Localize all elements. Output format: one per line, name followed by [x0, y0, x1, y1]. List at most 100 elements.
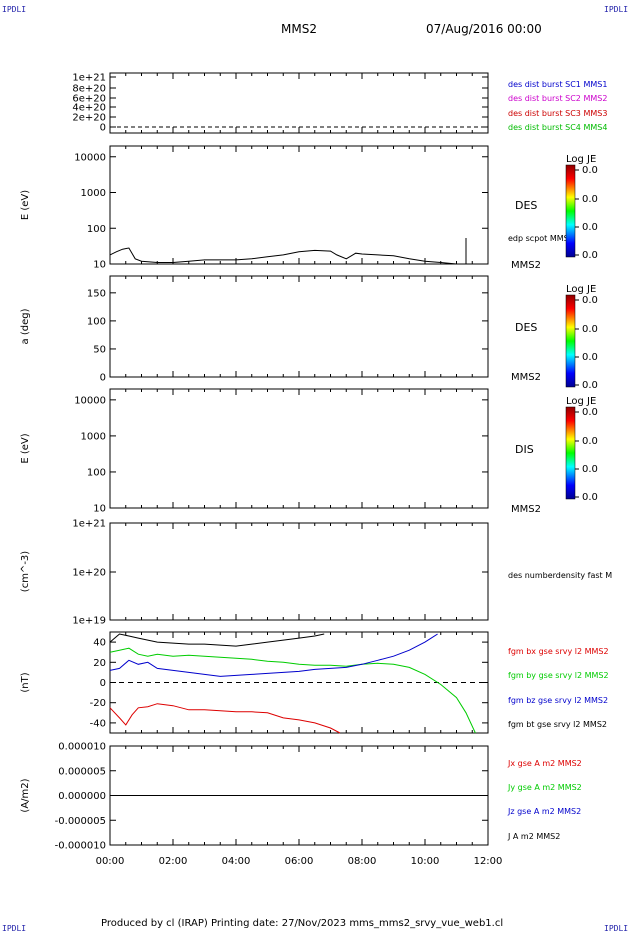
panel-frame-1 — [109, 145, 489, 265]
footer-credit: Produced by cl (IRAP) Printing date: 27/… — [101, 918, 504, 929]
legend-entry: fgm bz gse srvy l2 MMS2 — [508, 696, 608, 705]
legend-entry: fgm bx gse srvy l2 MMS2 — [508, 647, 609, 656]
legend-entry: Jx gse A m2 MMS2 — [507, 759, 582, 768]
colorbar-tick-label: 0.0 — [582, 464, 598, 475]
y-axis-label: (A/m2) — [20, 778, 31, 812]
y-tick-label: 10 — [93, 504, 106, 515]
probe-label: MMS2 — [511, 260, 541, 271]
x-tick-label: 04:00 — [222, 856, 251, 867]
colorbar-tick-label: 0.0 — [582, 250, 598, 261]
legend-entry: des dist burst SC2 MMS2 — [508, 94, 607, 103]
y-tick-label: 1e+19 — [72, 616, 106, 627]
y-tick-label: 8e+20 — [72, 84, 106, 95]
y-tick-label: 100 — [87, 316, 106, 327]
corner-mark-top-left: IPDLI — [2, 5, 27, 14]
y-tick-label: 6e+20 — [72, 94, 106, 105]
panel-frame-3 — [109, 388, 489, 509]
legend-entry: des numberdensity fast M — [508, 571, 612, 580]
overlay-label: edp scpot MMS2 — [508, 234, 574, 243]
colorbar-tick-label: 0.0 — [582, 407, 598, 418]
corner-mark-bottom-right: IPDLI — [604, 924, 629, 933]
y-tick-label: 4e+20 — [72, 103, 106, 114]
x-tick-label: 10:00 — [411, 856, 440, 867]
datetime-title: 07/Aug/2016 00:00 — [426, 22, 542, 36]
legend-entry: des dist burst SC3 MMS3 — [508, 109, 607, 118]
scpot-line — [109, 247, 457, 265]
y-tick-label: 0.000010 — [58, 742, 106, 753]
colorbar — [565, 406, 576, 500]
panel-frame-4 — [109, 522, 489, 621]
y-tick-label: 1000 — [81, 188, 106, 199]
colorbar-tick-label: 0.0 — [582, 492, 598, 503]
colorbar-title: Log JE — [566, 154, 596, 165]
colorbar — [565, 294, 576, 388]
y-tick-label: 0 — [100, 678, 106, 689]
colorbar-tick-label: 0.0 — [582, 194, 598, 205]
series-line — [109, 633, 438, 677]
x-tick-label: 12:00 — [474, 856, 503, 867]
probe-label: MMS2 — [511, 372, 541, 383]
legend-entry: J A m2 MMS2 — [507, 832, 560, 841]
panel-frame-2 — [109, 275, 489, 378]
colorbar-tick-label: 0.0 — [582, 165, 598, 176]
y-tick-label: -40 — [90, 718, 106, 729]
x-tick-label: 02:00 — [159, 856, 188, 867]
colorbar-tick-label: 0.0 — [582, 436, 598, 447]
colorbar-tick-label: 0.0 — [582, 222, 598, 233]
series-line — [109, 647, 476, 734]
y-tick-label: 150 — [87, 288, 106, 299]
y-axis-label: a (deg) — [20, 308, 31, 344]
y-tick-label: 100 — [87, 224, 106, 235]
legend-entry: Jy gse A m2 MMS2 — [507, 783, 582, 792]
y-tick-label: 10000 — [74, 152, 106, 163]
y-tick-label: 40 — [93, 638, 106, 649]
instrument-label: DES — [515, 321, 537, 334]
y-tick-label: -0.000005 — [55, 816, 106, 827]
y-axis-label: (nT) — [20, 672, 31, 692]
y-tick-label: 50 — [93, 344, 106, 355]
corner-mark-top-right: IPDLI — [604, 5, 629, 14]
y-axis-label: (cm^-3) — [20, 551, 31, 592]
y-tick-label: -20 — [90, 698, 106, 709]
y-tick-label: 20 — [93, 658, 106, 669]
y-tick-label: 0.000005 — [58, 766, 106, 777]
panel-frame-0 — [109, 72, 489, 134]
y-axis-label: E (eV) — [20, 433, 31, 463]
spacecraft-title: MMS2 — [281, 22, 317, 36]
series-line — [109, 633, 325, 647]
colorbar-title: Log JE — [566, 396, 596, 407]
y-tick-label: 100 — [87, 467, 106, 478]
series-line — [109, 703, 341, 734]
y-tick-label: -0.000010 — [55, 841, 106, 852]
y-tick-label: 10 — [93, 260, 106, 271]
legend-entry: Jz gse A m2 MMS2 — [507, 807, 581, 816]
instrument-label: DES — [515, 199, 537, 212]
probe-label: MMS2 — [511, 504, 541, 515]
legend-entry: fgm by gse srvy l2 MMS2 — [508, 671, 609, 680]
y-tick-label: 1000 — [81, 431, 106, 442]
x-tick-label: 08:00 — [348, 856, 377, 867]
y-tick-label: 0 — [100, 123, 106, 134]
colorbar — [565, 164, 576, 258]
y-tick-label: 0.000000 — [58, 791, 106, 802]
x-tick-label: 00:00 — [96, 856, 125, 867]
colorbar-title: Log JE — [566, 284, 596, 295]
colorbar-tick-label: 0.0 — [582, 295, 598, 306]
colorbar-tick-label: 0.0 — [582, 324, 598, 335]
colorbar-tick-label: 0.0 — [582, 380, 598, 391]
legend-entry: des dist burst SC1 MMS1 — [508, 80, 607, 89]
legend-entry: des dist burst SC4 MMS4 — [508, 123, 607, 132]
corner-mark-bottom-left: IPDLI — [2, 924, 27, 933]
legend-entry: fgm bt gse srvy l2 MMS2 — [508, 720, 607, 729]
y-tick-label: 1e+21 — [72, 519, 106, 530]
y-tick-label: 1e+20 — [72, 568, 106, 579]
y-tick-label: 2e+20 — [72, 113, 106, 124]
y-tick-label: 10000 — [74, 395, 106, 406]
y-axis-label: E (eV) — [20, 190, 31, 220]
colorbar-tick-label: 0.0 — [582, 352, 598, 363]
instrument-label: DIS — [515, 443, 534, 456]
x-tick-label: 06:00 — [285, 856, 314, 867]
y-tick-label: 1e+21 — [72, 73, 106, 84]
y-tick-label: 0 — [100, 373, 106, 384]
